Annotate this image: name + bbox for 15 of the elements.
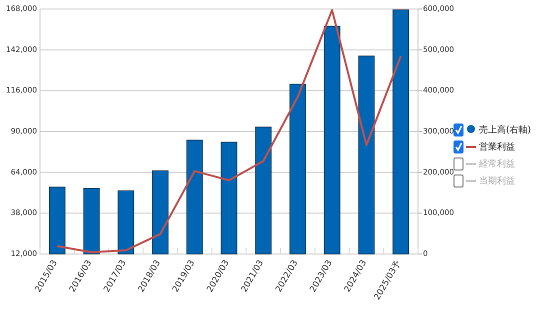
bar — [255, 126, 272, 254]
bar — [290, 84, 306, 254]
legend-label: 売上高(右軸) — [479, 124, 532, 136]
bar — [324, 26, 340, 254]
bar — [152, 170, 168, 254]
bar — [392, 10, 410, 254]
legend-label: 経常利益 — [478, 158, 515, 170]
legend-label: 当期利益 — [479, 175, 515, 186]
bar — [48, 186, 66, 254]
bar — [358, 56, 375, 254]
legend-label: 営業利益 — [479, 141, 515, 152]
bar — [220, 142, 238, 254]
bar — [83, 188, 100, 254]
bar — [118, 190, 134, 254]
bar — [186, 140, 203, 254]
